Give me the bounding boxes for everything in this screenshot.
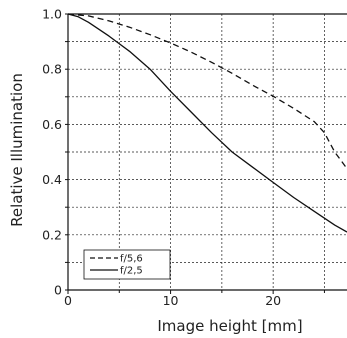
y-tick-label: 0 [54, 283, 62, 298]
tick-labels: 0 10 20 0 0.2 0.4 0.6 0.8 1.0 [42, 7, 281, 309]
series-line-f56 [67, 13, 347, 169]
y-tick-label: 0.6 [42, 117, 62, 132]
y-tick-label: 0.8 [42, 62, 62, 77]
legend-label-f25: f/2,5 [120, 266, 143, 277]
legend-label-f56: f/5,6 [120, 254, 143, 265]
x-tick-label: 20 [265, 293, 281, 308]
grid [68, 14, 347, 290]
legend: f/5,6 f/2,5 [83, 249, 171, 280]
y-axis-label: Relative Illumination [8, 73, 26, 227]
series [67, 13, 347, 233]
series-line-f25 [67, 13, 347, 233]
y-tick-label: 1.0 [42, 7, 62, 22]
x-tick-label: 0 [64, 293, 72, 308]
axes [65, 13, 347, 294]
y-tick-label: 0.2 [42, 227, 62, 242]
legend-box [83, 249, 171, 280]
x-tick-label: 10 [163, 293, 179, 308]
y-tick-label: 0.4 [42, 172, 62, 187]
x-axis-label: Image height [mm] [157, 317, 302, 335]
